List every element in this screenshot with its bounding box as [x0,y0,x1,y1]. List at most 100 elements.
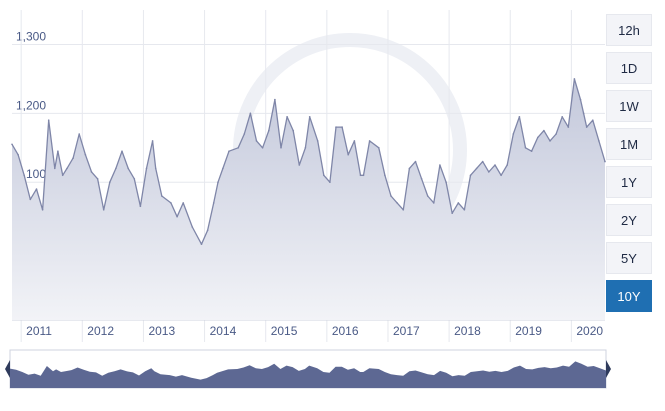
data-point [481,160,484,163]
data-point [585,126,588,128]
navigator-area [10,361,606,388]
data-point [200,243,203,245]
data-point [451,212,454,214]
series-area [12,78,605,321]
data-point [494,164,496,166]
data-point [170,202,172,204]
data-point [426,195,429,197]
range-button-1w[interactable]: 1W [606,90,652,122]
data-point [408,167,411,170]
data-point [359,174,362,177]
x-tick-label: 2014 [210,324,237,338]
data-point [543,129,545,132]
data-point [308,116,311,118]
data-point [402,209,405,211]
data-point [280,147,282,149]
data-point [378,147,380,149]
data-point [329,181,331,183]
data-point [90,171,93,173]
data-point [414,160,417,163]
data-point [11,143,13,146]
data-point [127,167,129,170]
data-point [341,126,343,128]
data-point [298,164,301,166]
data-point [243,133,246,135]
data-point [506,164,509,166]
data-point [420,178,423,180]
data-point [592,119,594,121]
data-point [286,116,288,118]
data-point [537,136,539,139]
range-button-1y[interactable]: 1Y [606,166,652,198]
data-point [530,150,533,152]
data-point [228,150,230,152]
data-point [17,153,19,156]
data-point [347,153,350,156]
data-point [579,98,582,101]
data-point [475,167,478,170]
data-point [78,133,80,135]
data-point [316,140,319,142]
data-point [512,133,515,135]
data-point [261,147,264,149]
data-point [524,147,527,149]
data-point [47,119,50,121]
data-point [598,140,600,142]
range-button-10y[interactable]: 10Y [606,280,652,312]
x-tick-label: 2018 [454,324,481,338]
data-point [222,167,224,170]
data-point [121,150,123,152]
data-point [323,174,325,177]
x-tick-label: 2017 [393,324,420,338]
data-point [217,181,219,183]
data-point [237,147,239,149]
data-point [488,171,490,173]
navigator-right-handle[interactable] [606,360,611,378]
data-point [292,129,295,132]
x-tick-label: 2019 [515,324,542,338]
data-point [582,112,585,115]
data-point [66,167,68,170]
data-point [161,195,163,197]
data-point [555,133,557,135]
x-tick-label: 2020 [576,324,603,338]
range-button-1m[interactable]: 1M [606,128,652,160]
data-point [41,209,44,211]
x-tick-label: 2015 [271,324,298,338]
data-point [567,126,570,128]
data-point [139,205,142,208]
data-point [604,160,606,163]
range-button-2y[interactable]: 2Y [606,204,652,236]
data-point [561,116,563,118]
data-point [368,140,371,142]
data-point [35,188,38,190]
data-point [384,174,386,177]
data-point [151,140,154,142]
data-point [145,167,148,170]
data-point [206,229,209,232]
data-point [23,174,26,177]
y-tick-label: 1,300 [16,29,46,43]
data-point [182,202,184,204]
data-point [500,174,502,177]
data-point [255,140,258,142]
x-tick-label: 2011 [26,324,52,338]
data-point [176,215,178,218]
data-point [29,198,32,201]
data-point [268,129,270,132]
data-point [457,202,460,204]
x-tick-label: 2012 [87,324,114,338]
x-tick-label: 2013 [148,324,175,338]
data-point [84,153,87,156]
range-button-5y[interactable]: 5Y [606,242,652,274]
range-button-12h[interactable]: 12h [606,14,652,46]
data-point [212,202,215,204]
data-point [154,167,157,170]
data-point [433,202,435,204]
navigator-left-handle[interactable] [5,360,10,378]
data-point [102,209,105,211]
data-point [96,178,99,180]
range-button-1d[interactable]: 1D [606,52,652,84]
data-point [109,181,111,183]
